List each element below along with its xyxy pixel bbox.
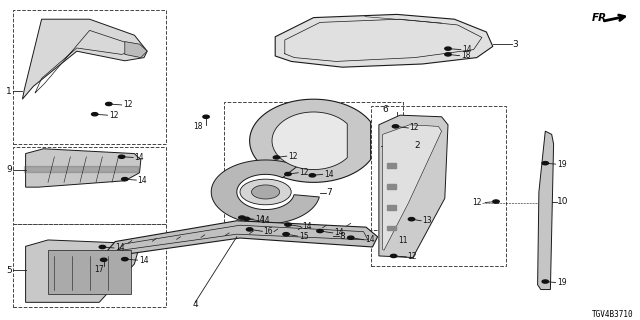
Polygon shape: [24, 166, 138, 172]
Text: 1: 1: [6, 87, 12, 96]
Text: 5: 5: [6, 266, 12, 275]
Text: 16: 16: [264, 227, 273, 236]
Circle shape: [203, 115, 209, 118]
Polygon shape: [211, 160, 319, 224]
Text: 11: 11: [398, 236, 408, 245]
Polygon shape: [125, 42, 147, 58]
Bar: [13, 147, 166, 224]
Circle shape: [317, 229, 323, 233]
Text: 13: 13: [422, 216, 432, 225]
Text: 12: 12: [288, 152, 298, 161]
Circle shape: [392, 125, 399, 128]
Circle shape: [246, 228, 253, 231]
Text: TGV4B3710: TGV4B3710: [592, 310, 634, 319]
Text: 10: 10: [557, 197, 568, 206]
Polygon shape: [379, 115, 448, 258]
Circle shape: [92, 113, 98, 116]
Text: 14: 14: [139, 256, 148, 265]
Text: 12: 12: [300, 168, 309, 177]
Polygon shape: [26, 240, 138, 302]
Polygon shape: [387, 184, 396, 189]
Text: 2: 2: [414, 141, 420, 150]
Text: 14: 14: [260, 216, 270, 225]
Text: 14: 14: [324, 170, 333, 179]
Circle shape: [445, 47, 451, 50]
Text: 14: 14: [462, 45, 472, 54]
Text: 14: 14: [255, 215, 264, 224]
Text: 6: 6: [382, 105, 388, 114]
Circle shape: [252, 185, 280, 199]
Text: 17: 17: [94, 265, 104, 274]
Bar: [13, 224, 166, 307]
Polygon shape: [538, 131, 554, 290]
Bar: [371, 106, 506, 266]
Circle shape: [445, 53, 451, 56]
Text: 12: 12: [410, 124, 419, 132]
Circle shape: [283, 233, 289, 236]
Circle shape: [240, 179, 291, 205]
Circle shape: [390, 254, 397, 258]
Circle shape: [239, 216, 245, 219]
Circle shape: [493, 200, 499, 203]
Text: 14: 14: [365, 235, 374, 244]
Circle shape: [118, 155, 125, 158]
Text: 19: 19: [557, 278, 566, 287]
Polygon shape: [387, 163, 396, 168]
Circle shape: [273, 156, 280, 159]
Circle shape: [285, 223, 291, 226]
Text: 12: 12: [408, 252, 417, 261]
Circle shape: [106, 102, 112, 106]
Circle shape: [309, 174, 316, 177]
Polygon shape: [383, 125, 442, 250]
Polygon shape: [387, 205, 396, 210]
Text: 14: 14: [302, 222, 312, 231]
Text: 12: 12: [472, 198, 482, 207]
Polygon shape: [275, 14, 493, 67]
Polygon shape: [22, 19, 147, 99]
Circle shape: [408, 218, 415, 221]
Text: 19: 19: [557, 160, 566, 169]
Text: 3: 3: [512, 40, 518, 49]
Bar: [13, 10, 166, 144]
Text: 12: 12: [123, 100, 132, 109]
Circle shape: [243, 217, 250, 220]
Circle shape: [542, 280, 548, 283]
Circle shape: [99, 245, 106, 249]
Text: 4: 4: [193, 300, 198, 309]
Text: FR.: FR.: [591, 13, 611, 23]
Polygon shape: [48, 250, 131, 294]
Circle shape: [122, 258, 128, 261]
Text: 14: 14: [134, 153, 144, 162]
Polygon shape: [26, 149, 141, 187]
Text: 7: 7: [326, 188, 332, 197]
Text: 18: 18: [194, 122, 203, 131]
Polygon shape: [104, 221, 378, 266]
Bar: [224, 102, 403, 230]
Text: 14: 14: [334, 228, 344, 237]
Text: 8: 8: [339, 232, 345, 241]
Circle shape: [100, 258, 107, 261]
Circle shape: [348, 236, 354, 239]
Text: 18: 18: [461, 51, 470, 60]
Polygon shape: [387, 226, 396, 230]
Circle shape: [285, 172, 291, 176]
Text: 14: 14: [115, 244, 125, 252]
Text: 12: 12: [109, 111, 118, 120]
Text: 9: 9: [6, 165, 12, 174]
Text: 15: 15: [299, 232, 308, 241]
Circle shape: [542, 162, 548, 165]
Polygon shape: [272, 112, 348, 170]
Polygon shape: [250, 99, 371, 182]
Text: 14: 14: [138, 176, 147, 185]
Circle shape: [122, 178, 128, 181]
